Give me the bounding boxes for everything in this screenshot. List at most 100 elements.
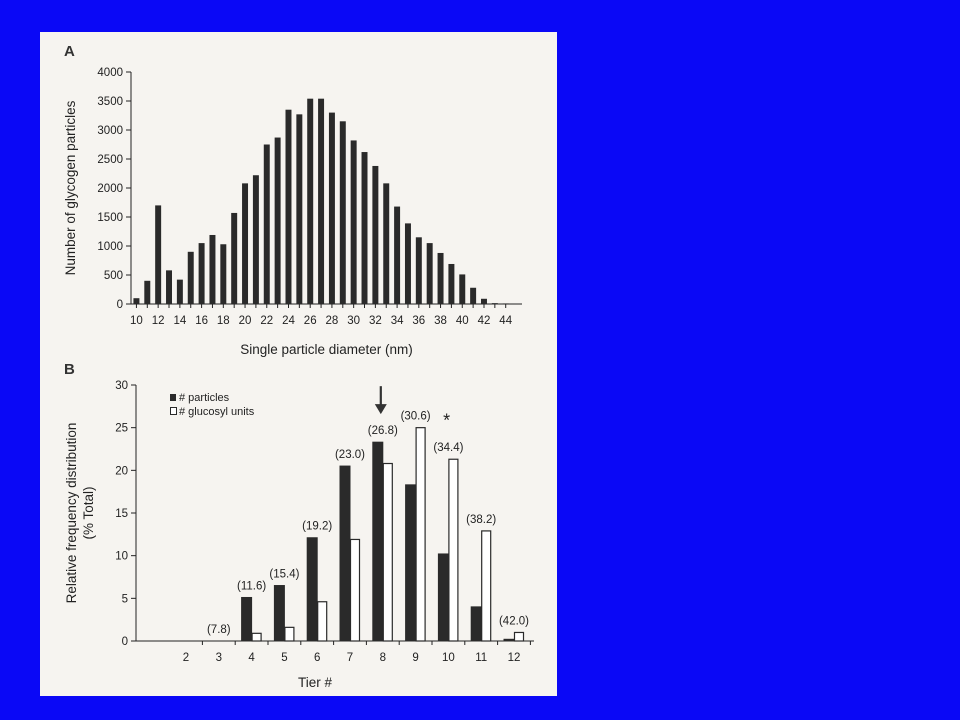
panel-b-x-tick-label: 12	[508, 652, 521, 664]
panel-a-x-tick-label: 10	[130, 315, 143, 327]
panel-b-bar-label: (7.8)	[207, 624, 231, 636]
panel-a-letter: A	[64, 43, 75, 60]
panel-a-x-tick-label: 16	[195, 315, 208, 327]
panel-a-bar	[285, 109, 292, 304]
panel-b-bar-glucosyl	[448, 458, 459, 642]
panel-a-x-tick-label: 34	[391, 315, 404, 327]
panel-b-x-tick-label: 8	[380, 652, 386, 664]
panel-a-bar	[426, 243, 433, 304]
panel-a-bar	[296, 114, 303, 304]
panel-b-bar-particles	[372, 441, 384, 642]
panel-b-x-tick-label: 7	[347, 652, 353, 664]
panel-a-y-tick-label: 4000	[97, 67, 123, 79]
panel-a-bar	[176, 279, 183, 304]
panel-a-bar	[155, 205, 162, 304]
panel-b-y-tick-label: 15	[115, 508, 128, 520]
panel-a-x-tick-label: 24	[282, 315, 295, 327]
panel-a-y-tick-label: 3500	[97, 96, 123, 108]
panel-b-x-tick-label: 10	[442, 652, 455, 664]
panel-a-bar	[220, 244, 227, 304]
panel-b-bar-label: (42.0)	[499, 615, 529, 627]
panel-b-bar-particles	[273, 585, 285, 642]
panel-b-y-tick-label: 20	[115, 465, 128, 477]
panel-a-bar	[470, 287, 477, 304]
panel-a-bar	[166, 270, 173, 304]
panel-b-y-axis-title-line2: (% Total)	[81, 486, 96, 539]
panel-b-bar-label: (11.6)	[237, 580, 266, 592]
panel-a-bar	[231, 212, 238, 304]
panel-a-bar	[209, 234, 216, 304]
panel-a-bar	[318, 98, 325, 305]
panel-a-x-tick-label: 12	[152, 315, 165, 327]
panel-b-y-axis-title-line1: Relative frequency distribution	[64, 423, 79, 604]
panel-b-bar-glucosyl	[415, 427, 426, 642]
panel-a-bar	[328, 112, 335, 304]
panel-b-x-axis-title: Tier #	[298, 675, 332, 690]
figure-panel: A 0 500 1000 1500 2000 2500 3000 3500 4000 10 12 14 1…	[40, 32, 557, 696]
panel-b-bar-label: (34.4)	[433, 442, 463, 454]
panel-a-bar	[252, 175, 259, 304]
panel-a-bar	[133, 298, 140, 304]
panel-a-y-tick-label: 2000	[97, 183, 123, 195]
panel-b-bar-label: (19.2)	[302, 521, 332, 533]
panel-a-bar	[415, 237, 422, 304]
panel-b-x-tick-label: 2	[183, 652, 189, 664]
panel-b-y-tick-label: 25	[115, 423, 128, 435]
panel-b-bar-label: (38.2)	[466, 514, 496, 526]
panel-b-x-tick-label: 6	[314, 652, 320, 664]
panel-a-bar	[404, 223, 411, 304]
panel-b-bar-label: (26.8)	[368, 425, 398, 437]
panel-a-y-tick-label: 500	[104, 270, 123, 282]
panel-a-bar	[361, 152, 368, 304]
panel-a-bar	[263, 144, 270, 304]
panel-a-bar	[307, 98, 314, 305]
panel-a-x-tick-label: 36	[412, 315, 425, 327]
panel-b-letter: B	[64, 361, 75, 378]
panel-a-x-tick-label: 26	[304, 315, 317, 327]
panel-a-y-tick-label: 3000	[97, 125, 123, 137]
panel-a-x-tick-label: 30	[347, 315, 360, 327]
panel-a-y-axis-title: Number of glycogen particles	[63, 100, 78, 275]
panel-b-bar-label: (30.6)	[401, 411, 431, 423]
panel-a-bar	[372, 165, 379, 304]
panel-a-y-tick-label: 0	[117, 299, 123, 311]
panel-b-bar-particles	[405, 484, 417, 642]
panel-b-y-tick-label: 5	[122, 593, 128, 605]
panel-a-bar	[394, 206, 401, 304]
panel-b-y-tick-label: 30	[115, 380, 128, 392]
panel-b-x-tick-label: 11	[475, 652, 487, 664]
panel-a-x-tick-label: 42	[478, 315, 491, 327]
panel-b-bar-glucosyl	[284, 626, 295, 642]
panel-a-bar	[198, 243, 205, 304]
panel-b-bar-glucosyl	[513, 631, 525, 642]
panel-b-legend-swatch-glucosyl	[170, 407, 177, 415]
panel-a-x-tick-label: 28	[326, 315, 339, 327]
panel-a-x-tick-label: 44	[499, 315, 512, 327]
panel-b-bar-glucosyl	[382, 462, 393, 642]
panel-b-legend-label-particles: # particles	[179, 392, 230, 404]
panel-b-y-tick-label: 10	[115, 551, 128, 563]
panel-a-y-tick-label: 2500	[97, 154, 123, 166]
panel-b-x-tick-label: 4	[248, 652, 255, 664]
panel-a-bar	[502, 303, 509, 305]
panel-a-bar	[491, 303, 498, 304]
panel-b-arrow-head	[374, 404, 387, 415]
panel-a-x-tick-label: 20	[239, 315, 252, 327]
panel-a-bar	[242, 183, 249, 304]
panel-a-bar	[144, 280, 151, 304]
panel-a-x-tick-label: 40	[456, 315, 469, 327]
panel-a-x-axis-title: Single particle diameter (nm)	[240, 342, 413, 357]
panel-b-bar-particles	[339, 465, 351, 642]
panel-b-legend-swatch-particles	[170, 394, 176, 401]
panel-a-x-tick-label: 18	[217, 315, 230, 327]
panel-b-bar-label: (15.4)	[269, 569, 299, 581]
panel-b-bar-label: (23.0)	[335, 449, 365, 461]
panel-b-bar-glucosyl	[481, 530, 492, 642]
panel-a-y-tick-label: 1000	[97, 241, 123, 253]
panel-a-x-tick-label: 38	[434, 315, 447, 327]
panel-a-bar	[187, 251, 194, 304]
panel-a-bar	[448, 263, 455, 304]
panel-a-bar	[480, 298, 487, 304]
panel-b-bar-particles	[503, 638, 515, 642]
panel-a-bar	[350, 140, 357, 304]
